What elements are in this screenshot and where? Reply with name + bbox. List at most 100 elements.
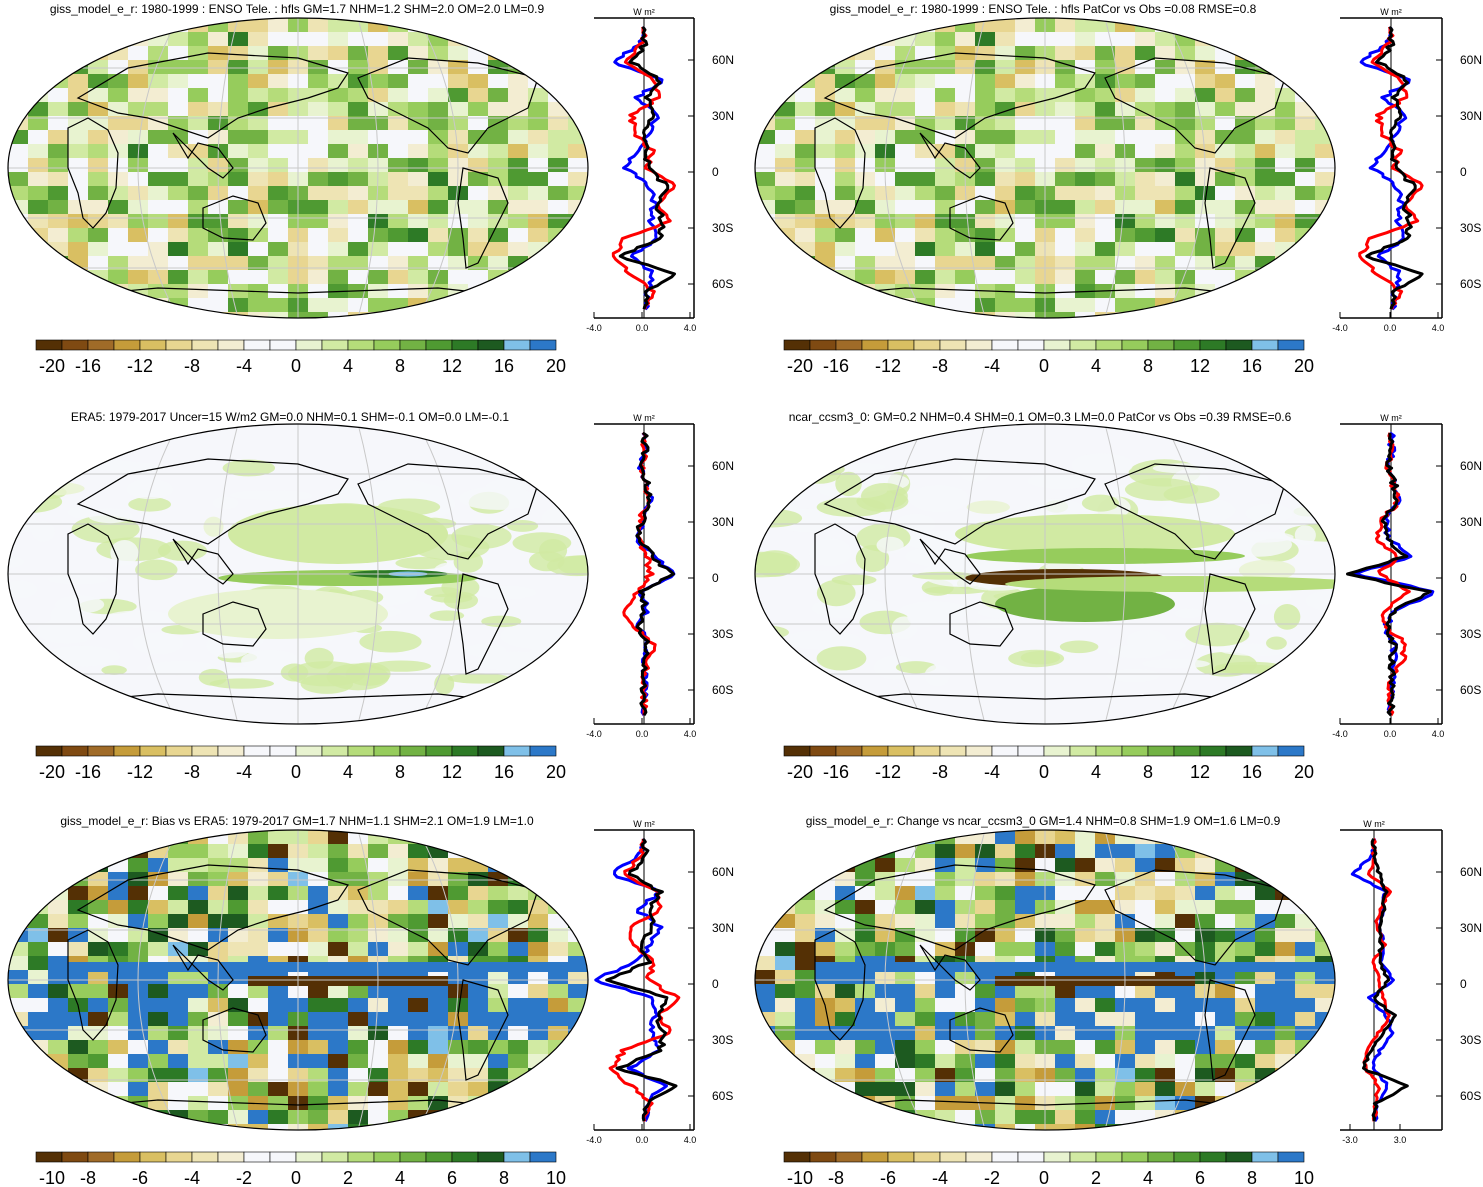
colorbar-swatch	[1173, 1151, 1201, 1163]
map-cell	[1235, 1110, 1256, 1125]
map-cell	[448, 1096, 469, 1111]
map-cell	[228, 200, 249, 215]
colorbar-tick-label: 12	[442, 356, 462, 376]
map-cell	[1055, 984, 1076, 999]
map-cell	[28, 284, 49, 299]
map-cell	[48, 1082, 69, 1097]
map-cell	[955, 214, 976, 229]
map-cell	[1075, 1040, 1096, 1055]
map-cell	[408, 312, 429, 318]
map-cell	[388, 102, 409, 117]
y-tick-label: 30S	[712, 221, 733, 235]
map-cell	[268, 830, 289, 845]
map-cell	[1315, 1096, 1335, 1111]
map-cell	[1135, 900, 1156, 915]
colorbar-swatch	[35, 339, 63, 351]
map-cell	[48, 88, 69, 103]
map-cell	[1295, 186, 1316, 201]
map-cell	[895, 298, 916, 313]
map-cell	[228, 928, 249, 943]
map-cell	[48, 998, 69, 1013]
map-cell	[508, 270, 529, 285]
map-cell	[468, 1124, 489, 1130]
map-cell	[28, 200, 49, 215]
map-cell	[815, 1110, 836, 1125]
map-cell	[388, 886, 409, 901]
map-cell	[388, 172, 409, 187]
map-cell	[168, 214, 189, 229]
map-cell	[855, 1054, 876, 1069]
map-cell	[1015, 200, 1036, 215]
map-cell	[108, 186, 129, 201]
map-cell	[568, 1082, 588, 1097]
map-cell	[755, 46, 776, 61]
map-cell	[68, 900, 89, 915]
map-cell	[875, 228, 896, 243]
map-cell	[348, 228, 369, 243]
map-cell	[1115, 886, 1136, 901]
map-cell	[528, 130, 549, 145]
map-cell	[1235, 872, 1256, 887]
map-cell	[975, 74, 996, 89]
colorbar-tick-label: -20	[787, 762, 813, 782]
map-cell	[1075, 130, 1096, 145]
map-cell	[228, 998, 249, 1013]
colorbar-swatch	[1199, 339, 1227, 351]
map-cell	[975, 60, 996, 75]
map-cell	[1015, 1068, 1036, 1083]
colorbar-tick-label: 8	[1247, 1168, 1257, 1187]
map-cell	[915, 270, 936, 285]
map-cell	[168, 144, 189, 159]
map-cell	[348, 858, 369, 873]
map-cell	[128, 1040, 149, 1055]
map-cell	[795, 144, 816, 159]
map-cell	[488, 256, 509, 271]
map-cell	[388, 1096, 409, 1111]
map-cell	[1175, 1040, 1196, 1055]
map-cell	[915, 186, 936, 201]
colorbar-swatch	[139, 339, 167, 351]
map-cell	[875, 1054, 896, 1069]
coastline	[202, 195, 267, 241]
map-cell	[428, 830, 449, 845]
coastline	[823, 458, 1096, 545]
map-cell	[488, 1124, 509, 1130]
map-cell	[755, 830, 776, 845]
map-cell	[488, 1110, 509, 1125]
map-cell	[835, 1068, 856, 1083]
map-cell	[8, 88, 29, 103]
map-cell	[168, 284, 189, 299]
map-cell	[1315, 1068, 1335, 1083]
map-cell	[48, 242, 69, 257]
map-cell	[548, 1124, 569, 1130]
map-cell	[568, 214, 588, 229]
map-cell	[388, 270, 409, 285]
longitude-line	[417, 830, 459, 1130]
map-cell	[1215, 1124, 1236, 1130]
map-cell	[1115, 130, 1136, 145]
map-cell	[68, 858, 89, 873]
map-cell	[428, 130, 449, 145]
map-cell	[1175, 312, 1196, 318]
map-cell	[268, 984, 289, 999]
map-cell	[128, 32, 149, 47]
map-blob	[1245, 503, 1293, 523]
map-cell	[1195, 1124, 1216, 1130]
map-cell	[488, 242, 509, 257]
map-cell	[955, 900, 976, 915]
map-cell	[188, 186, 209, 201]
map-cell	[1055, 886, 1076, 901]
map-cell	[1155, 242, 1176, 257]
map-cell	[448, 914, 469, 929]
map-cell	[528, 1012, 549, 1027]
colorbar-swatch	[913, 339, 941, 351]
map-cell	[995, 928, 1016, 943]
map-cell	[308, 116, 329, 131]
map-cell	[28, 116, 49, 131]
map-cell	[68, 18, 89, 33]
map-cell	[168, 298, 189, 313]
map-cell	[308, 270, 329, 285]
map-cell	[68, 844, 89, 859]
map-cell	[208, 88, 229, 103]
